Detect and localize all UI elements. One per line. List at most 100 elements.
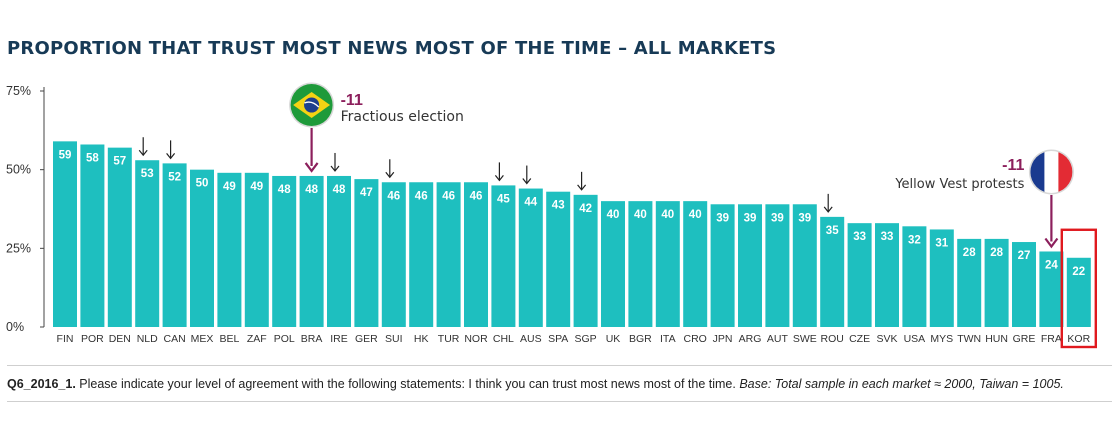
bar-ita [655,201,680,327]
x-tick-label: POR [81,333,104,345]
x-tick-label: BGR [629,333,652,345]
bar-value-label: 43 [552,200,565,212]
bar-tur [436,182,461,327]
x-tick-label: DEN [109,333,131,345]
bar-value-label: 52 [168,171,181,183]
annotation-arrow-head [304,162,319,173]
x-tick-label: NLD [137,333,158,345]
bar-value-label: 40 [689,209,702,221]
chart-title: PROPORTION THAT TRUST MOST NEWS MOST OF … [7,38,777,59]
bar-chart: 0% 25% 50% 75% 59 FIN 58 POR 57 DEN 53 NLD 52 CAN 50 ME… [6,82,1098,349]
x-tick-label: BEL [219,333,239,345]
x-tick-label: USA [904,333,926,345]
bar-sgp [573,194,598,327]
x-tick-label: SPA [548,333,568,345]
bar-value-label: 49 [223,181,236,193]
bar-zaf [244,172,269,327]
bar-mex [190,169,214,327]
bar-arg [738,204,762,327]
x-tick-label: SGP [575,333,597,345]
bar-value-label: 39 [771,212,784,224]
annotation-text: Fractious election [341,109,464,125]
bar-value-label: 48 [333,184,346,196]
bar-cro [683,201,708,327]
x-tick-label: SUI [385,333,403,345]
bar-spa [546,191,571,327]
x-tick-label: TUR [438,333,460,345]
bar-value-label: 31 [935,237,948,249]
bar-uk [601,201,625,327]
annotation-change: -11 [341,92,363,109]
x-tick-label: NOR [464,333,488,345]
bar-value-label: 28 [990,247,1003,259]
bar-kor [1066,257,1091,327]
annotation-arrow-head [1044,237,1059,249]
bar-value-label: 47 [360,187,373,199]
bar-value-label: 40 [634,209,647,221]
bar-bra [299,175,324,327]
bar-value-label: 39 [716,212,729,224]
x-tick-label: GER [355,333,378,345]
bar-value-label: 33 [853,231,866,243]
bar-svk [875,223,899,327]
bar-value-label: 39 [798,212,811,224]
bar-ire [327,175,351,327]
x-tick-label: MEX [191,333,214,345]
footnote: Q6_2016_1. Please indicate your level of… [7,377,1064,391]
bar-jpn [710,204,735,327]
bar-value-label: 45 [497,193,510,205]
bar-value-label: 42 [579,203,592,215]
y-tick-label: 25% [6,241,31,255]
x-tick-label: SVK [876,333,897,345]
y-tick-label: 50% [6,163,31,177]
x-tick-label: CAN [164,333,186,345]
x-tick-label: UK [606,333,621,345]
bar-bgr [628,201,653,327]
bar-cze [847,223,872,327]
bar-value-label: 49 [250,181,263,193]
bar-value-label: 46 [387,190,400,202]
bar-nor [464,182,488,327]
bar-bel [217,172,242,327]
bar-value-label: 24 [1045,259,1058,271]
bar-value-label: 48 [278,184,291,196]
bar-value-label: 44 [524,197,537,209]
bar-can [162,163,187,327]
x-tick-label: TWN [957,333,981,345]
bar-fra [1039,251,1064,327]
bar-value-label: 40 [607,209,620,221]
bar-ger [354,179,379,327]
bar-por [80,144,105,327]
bar-mys [929,229,954,327]
footnote-base: Base: Total sample in each market ≈ 2000… [739,377,1064,391]
x-tick-label: HK [414,333,429,345]
footnote-question: Please indicate your level of agreement … [75,377,740,391]
bar-value-label: 28 [963,247,976,259]
x-tick-label: GRE [1013,333,1036,345]
highlight-box [1060,228,1098,349]
x-tick-label: HUN [985,333,1008,345]
bar-rou [820,216,845,327]
bar-value-label: 48 [305,184,318,196]
x-tick-label: MYS [930,333,953,345]
bar-hun [984,238,1009,327]
bar-value-label: 27 [1018,250,1031,262]
bar-value-label: 32 [908,234,921,246]
bar-usa [902,226,927,327]
annotation-change: -11 [1002,157,1024,174]
bar-fin [53,141,77,327]
x-tick-label: POL [274,333,295,345]
decline-arrow-head [522,178,532,185]
decline-arrow-head [577,184,587,191]
x-tick-label: ROU [821,333,844,345]
x-tick-label: AUT [767,333,789,345]
bar-value-label: 59 [59,149,72,161]
x-tick-label: IRE [330,333,348,345]
bar-value-label: 46 [470,190,483,202]
x-tick-label: CHL [493,333,514,345]
decline-arrow-head [494,175,504,182]
decline-arrow-head [385,171,395,179]
x-tick-label: CZE [849,333,870,345]
bar-twn [957,238,982,327]
bar-value-label: 46 [442,190,455,202]
